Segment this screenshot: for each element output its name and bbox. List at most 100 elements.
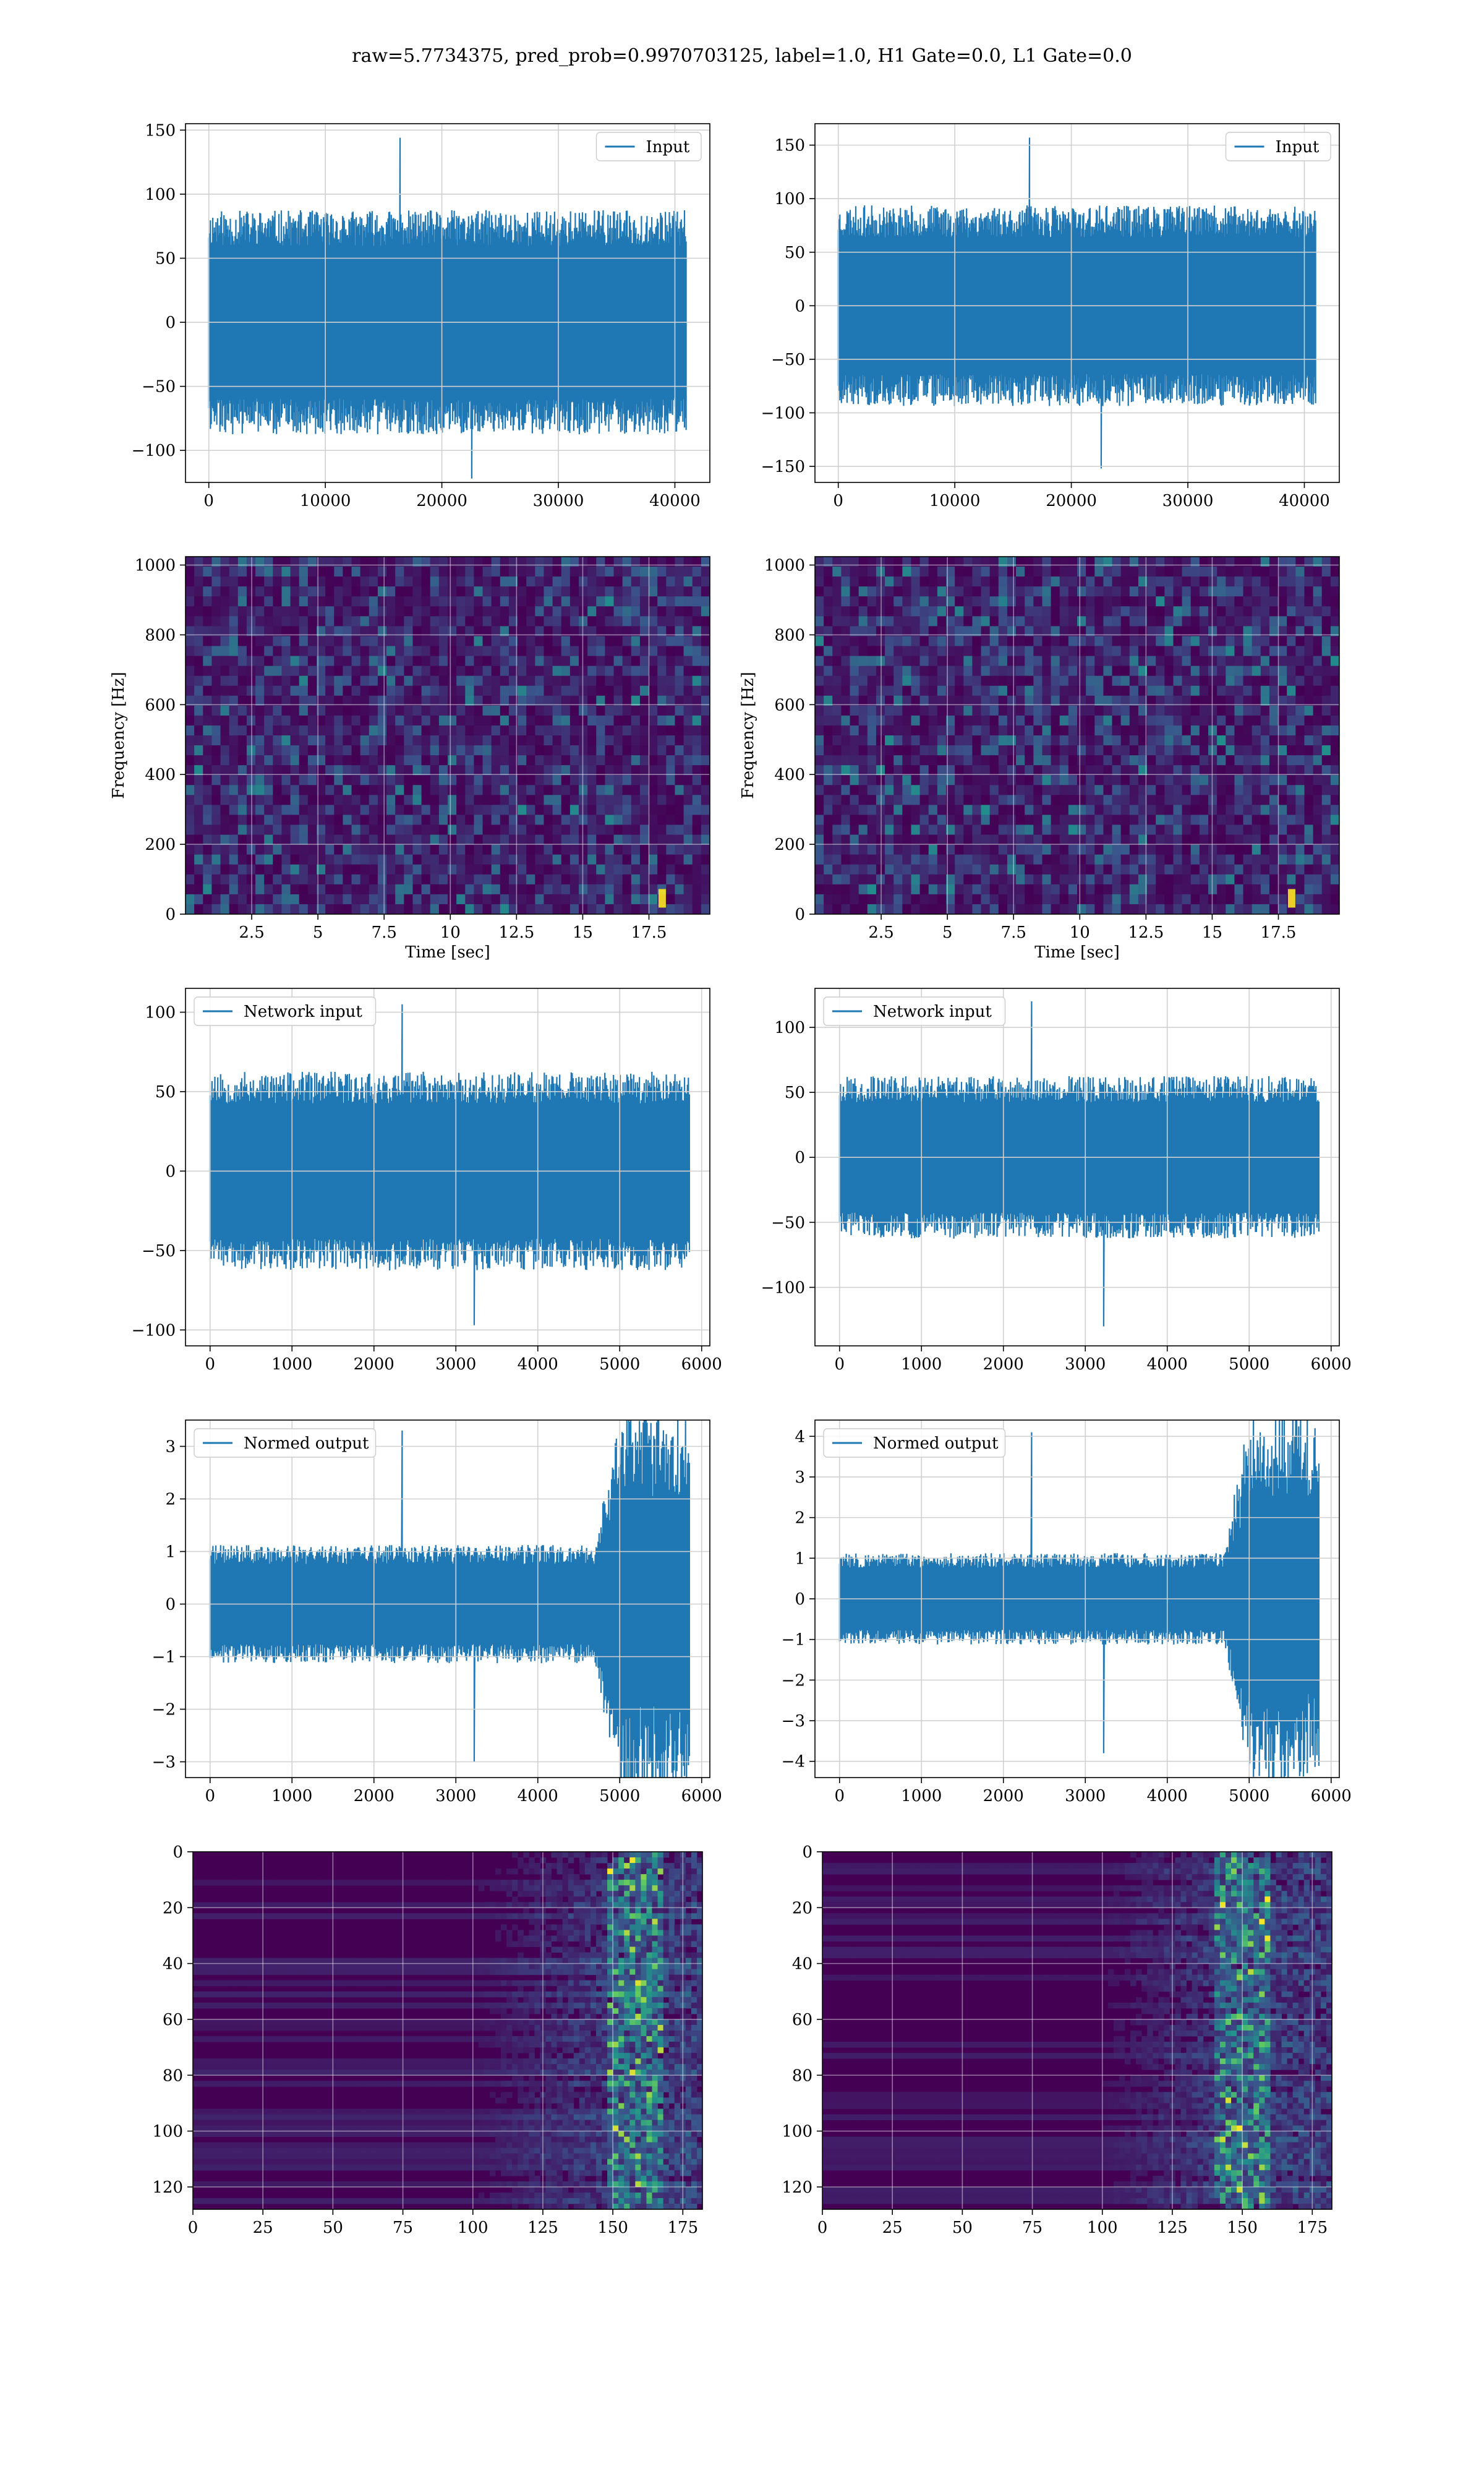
heatmap-cell: [1173, 656, 1183, 667]
heatmap-cell: [1129, 596, 1139, 607]
x-axis-label: Time [sec]: [1034, 943, 1120, 962]
heatmap-cell: [395, 685, 404, 696]
heatmap-cell: [937, 606, 947, 617]
heatmap-cell: [622, 626, 632, 636]
heatmap-cell: [534, 1863, 540, 1869]
heatmap-cell: [1208, 616, 1217, 627]
heatmap-cell: [666, 596, 675, 607]
heatmap-cell: [194, 675, 203, 687]
heatmap-cell: [1156, 745, 1165, 756]
x-tick-label: 4000: [1147, 1355, 1188, 1374]
heatmap-cell: [579, 626, 588, 636]
heatmap-cell: [1330, 815, 1339, 825]
heatmap-cell: [666, 735, 675, 746]
heatmap-cell: [186, 685, 195, 696]
heatmap-cell: [596, 834, 605, 845]
heatmap-cell: [1016, 755, 1025, 766]
heatmap-cell: [552, 735, 562, 746]
heatmap-cell: [885, 844, 894, 855]
heatmap-cell: [456, 715, 466, 726]
heatmap-cell: [544, 557, 553, 567]
heatmap-cell: [1287, 805, 1296, 815]
heatmap-cell: [491, 755, 501, 766]
heatmap-cell: [596, 626, 605, 636]
heatmap-cell: [946, 824, 955, 836]
heatmap-cell: [518, 685, 527, 696]
heatmap-cell: [1007, 656, 1017, 667]
heatmap-cell: [281, 606, 291, 617]
heatmap-cell: [579, 725, 588, 736]
heatmap-cell: [989, 725, 999, 736]
heatmap-cell: [972, 656, 982, 667]
heatmap-cell: [1252, 695, 1261, 706]
heatmap-cell: [1033, 705, 1043, 716]
heatmap-cell: [1120, 834, 1130, 845]
heatmap-cell: [1120, 745, 1130, 756]
heatmap-cell: [649, 854, 658, 865]
heatmap-cell: [639, 755, 649, 766]
heatmap-cell: [893, 904, 903, 914]
heatmap-cell: [465, 795, 474, 805]
heatmap-cell: [246, 844, 256, 855]
heatmap-cell: [573, 1891, 580, 1897]
heatmap-cell: [1120, 725, 1130, 736]
heatmap-cell: [963, 854, 973, 865]
heatmap-cell: [412, 765, 422, 776]
heatmap-cell: [666, 785, 675, 795]
heatmap-cell: [1138, 646, 1148, 657]
heatmap-cell: [448, 785, 457, 795]
heatmap-cell: [220, 586, 230, 597]
heatmap-cell: [1086, 775, 1095, 785]
heatmap-cell: [246, 636, 256, 646]
heatmap-cell: [590, 1885, 597, 1891]
heatmap-cell: [937, 884, 947, 895]
heatmap-cell: [290, 596, 300, 607]
heatmap-cell: [858, 795, 868, 805]
heatmap-cell: [421, 576, 431, 587]
heatmap-cell: [1208, 864, 1217, 875]
heatmap-cell: [666, 894, 675, 905]
heatmap-cell: [482, 765, 492, 776]
heatmap-cell: [649, 646, 658, 657]
heatmap-cell: [824, 854, 833, 865]
heatmap-cell: [587, 656, 597, 667]
heatmap-cell: [186, 765, 195, 776]
heatmap-cell: [1059, 834, 1069, 845]
heatmap-cell: [1016, 606, 1025, 617]
heatmap-cell: [1243, 735, 1253, 746]
heatmap-cell: [561, 735, 571, 746]
heatmap-cell: [360, 675, 370, 687]
heatmap-cell: [631, 675, 641, 687]
heatmap-cell: [1199, 596, 1209, 607]
heatmap-cell: [1164, 685, 1174, 696]
heatmap-cell: [1208, 586, 1217, 597]
heatmap-cell: [1164, 785, 1174, 795]
heatmap-cell: [1164, 854, 1174, 865]
heatmap-cell: [456, 735, 466, 746]
heatmap-cell: [535, 775, 544, 785]
heatmap-cell: [569, 815, 579, 825]
heatmap-cell: [1156, 894, 1165, 905]
heatmap-cell: [1147, 864, 1156, 875]
heatmap-cell: [255, 824, 265, 836]
heatmap-cell: [981, 586, 991, 597]
heatmap-cell: [815, 884, 824, 895]
heatmap-cell: [1129, 735, 1139, 746]
heatmap-cell: [377, 775, 387, 785]
heatmap-cell: [1226, 576, 1235, 587]
heatmap-cell: [1287, 616, 1296, 627]
heatmap-cell: [876, 596, 885, 607]
heatmap-cell: [281, 675, 291, 687]
heatmap-cell: [639, 695, 649, 706]
heatmap-cell: [395, 834, 404, 845]
heatmap-cell: [1059, 685, 1069, 696]
heatmap-cell: [552, 705, 562, 716]
heatmap-cell: [1287, 636, 1296, 646]
heatmap-cell: [1330, 904, 1339, 914]
heatmap-cell: [474, 864, 484, 875]
heatmap-cell: [456, 745, 466, 756]
heatmap-cell: [518, 1857, 524, 1864]
heatmap-cell: [1208, 656, 1217, 667]
heatmap-cell: [867, 795, 877, 805]
heatmap-cell: [675, 884, 684, 895]
